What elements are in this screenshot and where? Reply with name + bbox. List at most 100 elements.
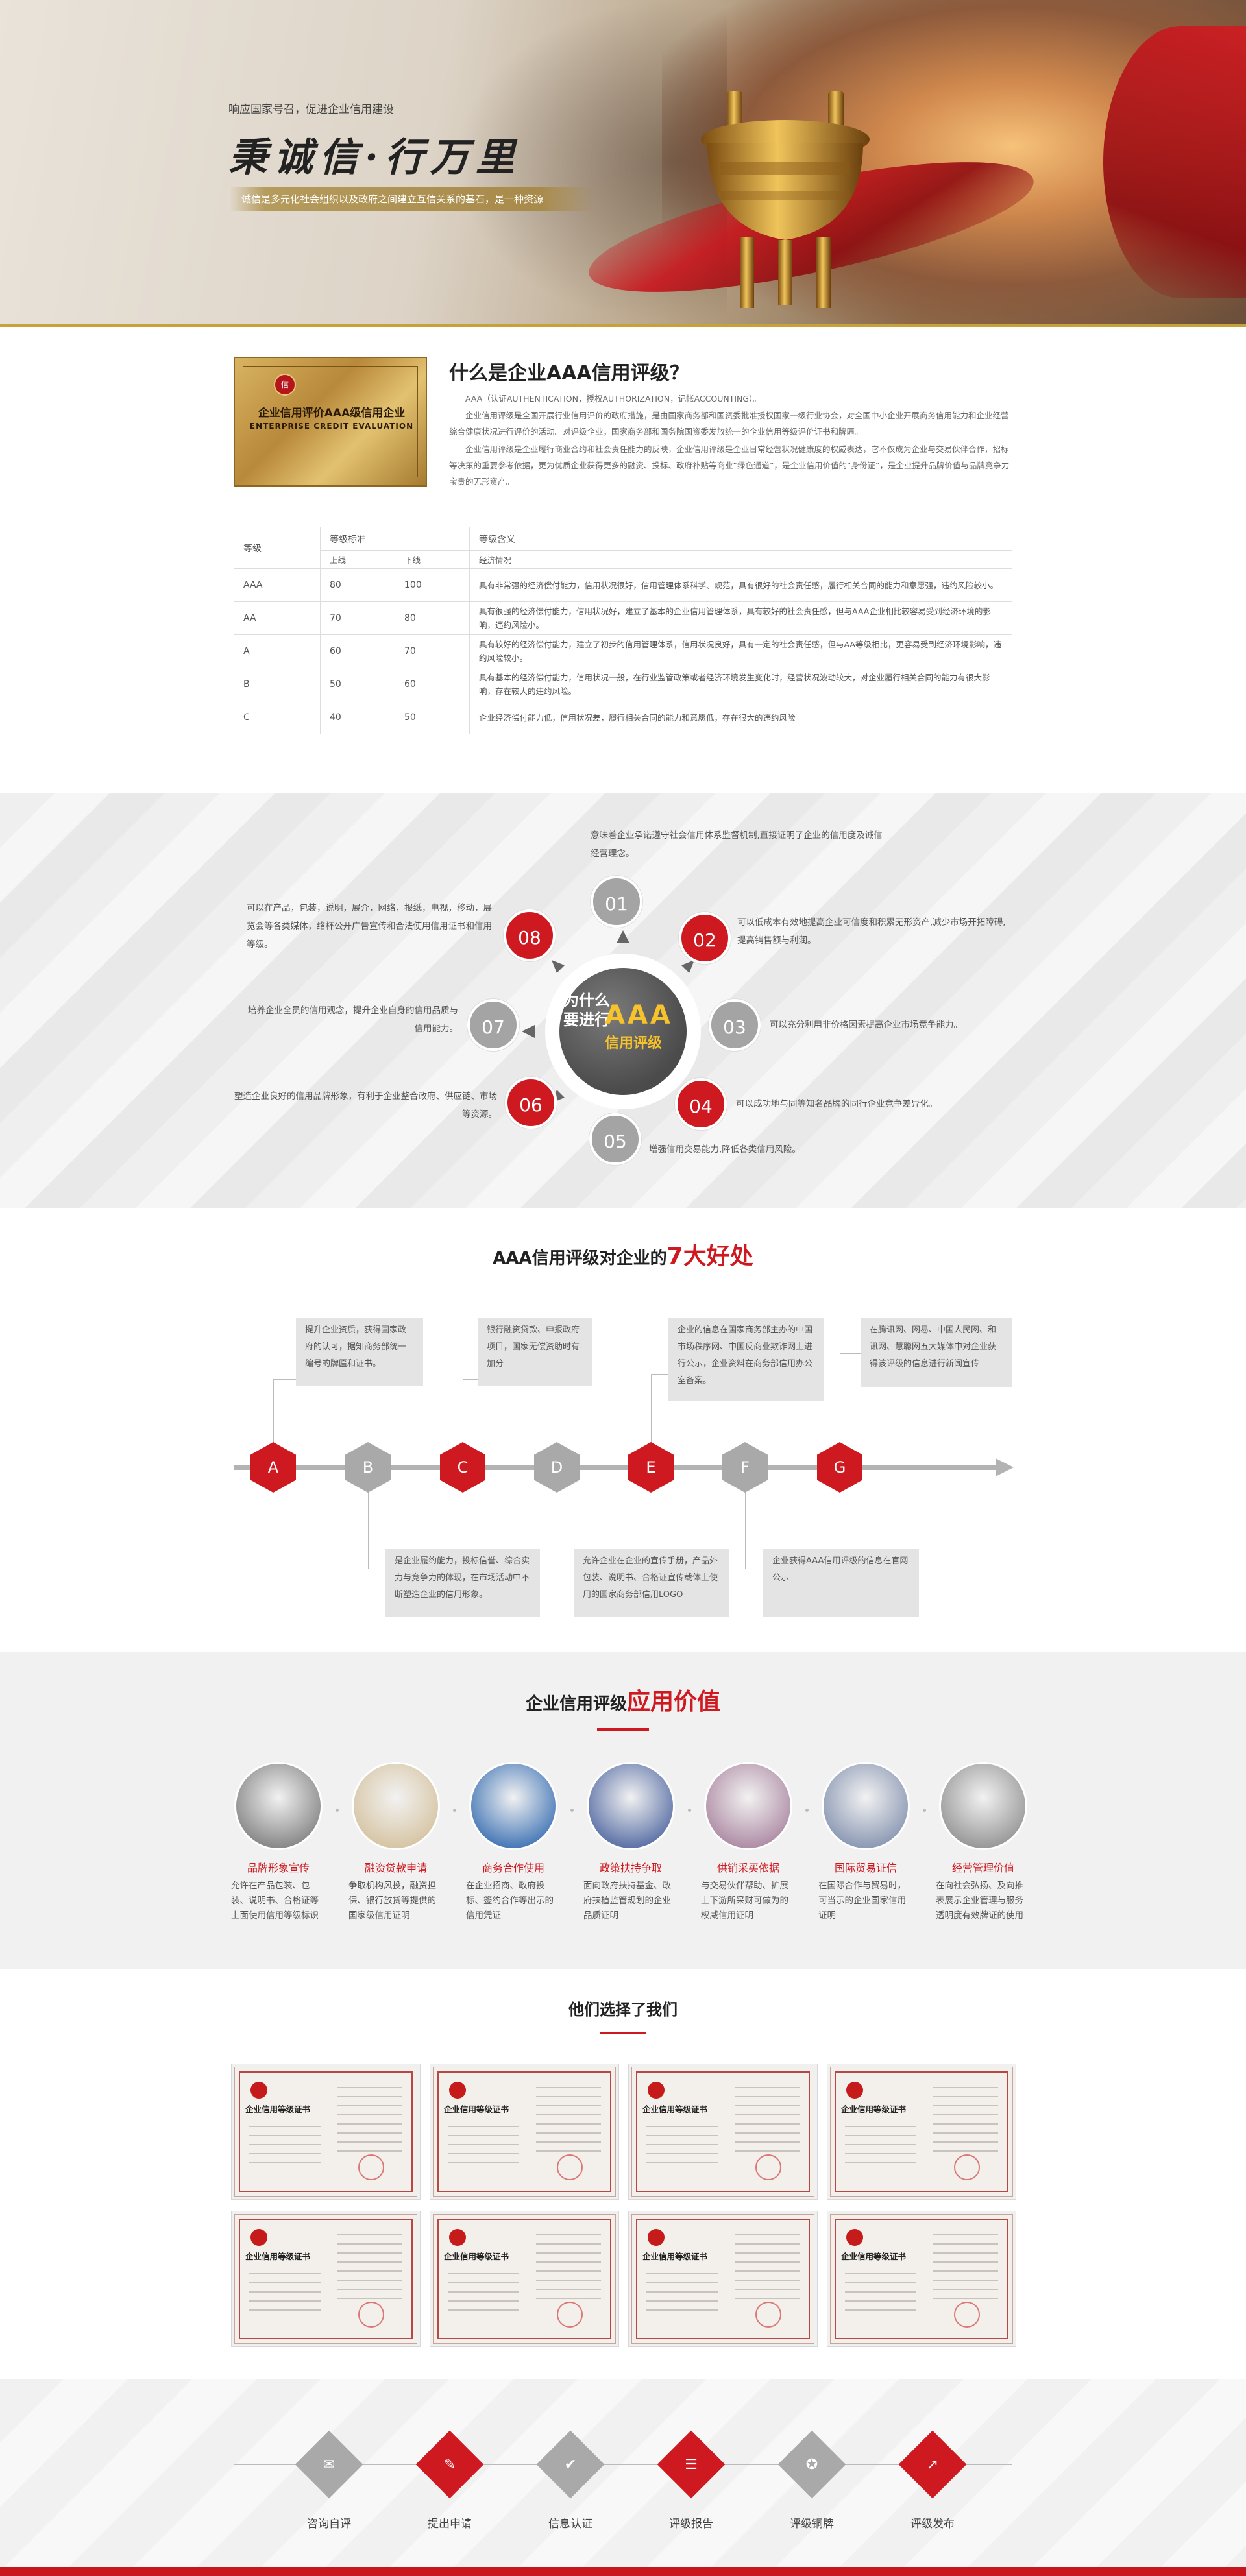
hex-g: G [817, 1442, 862, 1493]
cell-upper: 60 [320, 634, 395, 668]
cert-text-line [337, 2289, 402, 2290]
cert-text-line [933, 2132, 998, 2134]
cert-frame [636, 2219, 810, 2339]
cert-text-line [735, 2280, 800, 2281]
th-economy: 经济情况 [469, 550, 1012, 569]
cert-text-line [337, 2141, 402, 2143]
cert-text-line [536, 2114, 601, 2115]
why-text-07: 培养企业全员的信用观念，提升企业自身的信用品质与信用能力。 [248, 1005, 458, 1034]
connector-a [273, 1379, 274, 1444]
clients-title-underline [600, 2032, 646, 2034]
client-certificate[interactable]: 企业信用等级证书 [830, 2067, 1013, 2197]
value-item[interactable]: 商务合作使用在企业招商、政府投标、签约合作等出示的信用凭证 [466, 1762, 561, 1923]
value-item-desc: 与交易伙伴帮助、扩展上下游所采财可做为的权威信用证明 [701, 1881, 788, 1921]
process-step-label: 评级报告 [669, 2518, 713, 2531]
value-separator-dot [336, 1809, 339, 1812]
table-subheader-row: 上线 下线 经济情况 [234, 550, 1012, 569]
cert-text-line [536, 2105, 601, 2106]
value-item-desc: 争取机构风投，融资担保、银行放贷等提供的国家级信用证明 [348, 1881, 436, 1921]
connector-e [651, 1374, 652, 1444]
cert-text-line [735, 2105, 800, 2106]
value-item-desc: 在向社会弘扬、及向推表展示企业管理与服务透明度有效牌证的使用 [936, 1881, 1023, 1921]
cert-text-line [448, 2162, 519, 2163]
cert-text-line [646, 2291, 718, 2293]
cert-text-line [249, 2162, 321, 2163]
value-item[interactable]: 经营管理价值 在向社会弘扬、及向推表展示企业管理与服务透明度有效牌证的使用 [936, 1762, 1031, 1923]
benefits-title-red: 7大好处 [666, 1243, 753, 1270]
process-line [234, 2464, 1012, 2465]
cert-text-line [735, 2150, 800, 2152]
value-separator-dot [805, 1809, 809, 1812]
cert-text-line [337, 2298, 402, 2299]
value-title: 企业信用评级应用价值 [0, 1683, 1246, 1716]
cert-text-line [845, 2135, 916, 2136]
cell-upper: 50 [320, 668, 395, 701]
cert-seal-icon [846, 2082, 863, 2099]
cert-text-line [337, 2261, 402, 2263]
cert-frame [239, 2219, 413, 2339]
cert-text-line [845, 2309, 916, 2311]
value-item[interactable]: 融资贷款申请 争取机构风投，融资担保、银行放贷等提供的国家级信用证明 [348, 1762, 443, 1923]
client-certificate[interactable]: 企业信用等级证书 [234, 2067, 417, 2197]
value-item-title: 商务合作使用 [482, 1862, 544, 1874]
cert-text-line [536, 2087, 601, 2088]
cert-text-line [735, 2252, 800, 2254]
cell-desc: 具有基本的经济偿付能力，信用状况一般，在行业监管政策或者经济环境发生变化时，经营… [469, 668, 1012, 701]
connector-f [745, 1489, 746, 1569]
medal-icon: ✪ [805, 2457, 818, 2473]
cert-text-line [646, 2309, 718, 2311]
chat-icon: ✉ [323, 2457, 336, 2473]
hex-e: E [628, 1442, 674, 1493]
th-grade: 等级 [234, 527, 321, 569]
cert-stamp-icon [557, 2154, 583, 2180]
why-num-08: 08 [504, 909, 556, 961]
cert-text-line [646, 2144, 718, 2145]
intro-paragraph-3: 企业信用评级是企业履行商业合约和社会责任能力的反映，企业信用评级是企业日常经营状… [449, 444, 1010, 487]
cert-text-line [646, 2162, 718, 2163]
cert-text-line [646, 2126, 718, 2127]
cert-text-line [249, 2291, 321, 2293]
cert-text-line [933, 2105, 998, 2106]
bronze-ding-icon [701, 91, 870, 308]
cert-text-line [337, 2132, 402, 2134]
why-num-02: 02 [679, 912, 731, 964]
benefit-box-c: 银行融资贷款、申报政府项目，国家无偿资助时有加分 [478, 1318, 592, 1386]
cert-text-line [735, 2243, 800, 2245]
cert-text-line [448, 2273, 519, 2274]
benefits-title: AAA信用评级对企业的7大好处 [0, 1237, 1246, 1271]
table-row: AA 70 80 具有很强的经济偿付能力，信用状况好，建立了基本的企业信用管理体… [234, 601, 1012, 635]
th-meaning: 等级含义 [469, 527, 1012, 551]
red-ribbon-right [1103, 26, 1246, 298]
cert-text-line [249, 2309, 321, 2311]
client-certificate[interactable]: 企业信用等级证书 [433, 2067, 616, 2197]
connector-c-h [463, 1379, 478, 1380]
value-item[interactable]: 国际贸易证信 在国际合作与贸易时，可当示的企业国家信用证明 [818, 1762, 913, 1923]
benefit-box-b: 是企业履约能力，投标信誉、综合实力与竞争力的体现，在市场活动中不断塑造企业的信用… [385, 1549, 540, 1617]
why-text-03: 可以充分利用非价格因素提高企业市场竞争能力。 [770, 1020, 962, 1030]
client-certificate[interactable]: 企业信用等级证书 [433, 2214, 616, 2344]
why-center-aaa: AAA [605, 1000, 673, 1030]
client-certificate[interactable]: 企业信用等级证书 [830, 2214, 1013, 2344]
client-certificate[interactable]: 企业信用等级证书 [234, 2214, 417, 2344]
why-text-06: 塑造企业良好的信用品牌形象，有利于企业整合政府、供应链、市场等资源。 [234, 1091, 497, 1120]
hero-tagline-bar: 诚信是多元化社会组织以及政府之间建立互信关系的基石，是一种资源 [228, 187, 596, 211]
value-item-desc: 在企业招商、政府投标、签约合作等出示的信用凭证 [466, 1881, 554, 1921]
value-item[interactable]: 政策扶持争取 面向政府扶持基金、政府扶植监管规划的企业品质证明 [583, 1762, 678, 1923]
client-certificate[interactable]: 企业信用等级证书 [631, 2067, 814, 2197]
cert-seal-icon [449, 2229, 466, 2246]
cell-desc: 企业经济偿付能力低，信用状况差，履行相关合同的能力和意愿低，存在很大的违约风险。 [469, 701, 1012, 734]
cell-grade: B [234, 668, 321, 701]
cert-frame [239, 2071, 413, 2192]
why-text-02: 可以低成本有效地提高企业可信度和积累无形资产,减少市场开拓障碍,提高销售额与利润… [737, 917, 1006, 946]
value-item[interactable]: 供销采买依据 与交易伙伴帮助、扩展上下游所采财可做为的权威信用证明 [701, 1762, 796, 1923]
connector-g-h [840, 1353, 862, 1354]
client-certificate[interactable]: 企业信用等级证书 [631, 2214, 814, 2344]
cert-stamp-icon [954, 2154, 980, 2180]
benefit-box-g: 在腾讯网、网易、中国人民网、和讯网、慧聪网五大媒体中对企业获得该评级的信息进行新… [861, 1318, 1012, 1387]
cert-text-line [536, 2132, 601, 2134]
value-photo [587, 1762, 675, 1850]
table-row: B 50 60 具有基本的经济偿付能力，信用状况一般，在行业监管政策或者经济环境… [234, 668, 1012, 701]
cert-frame [835, 2071, 1008, 2192]
process-step-label: 评级铜牌 [790, 2518, 834, 2531]
